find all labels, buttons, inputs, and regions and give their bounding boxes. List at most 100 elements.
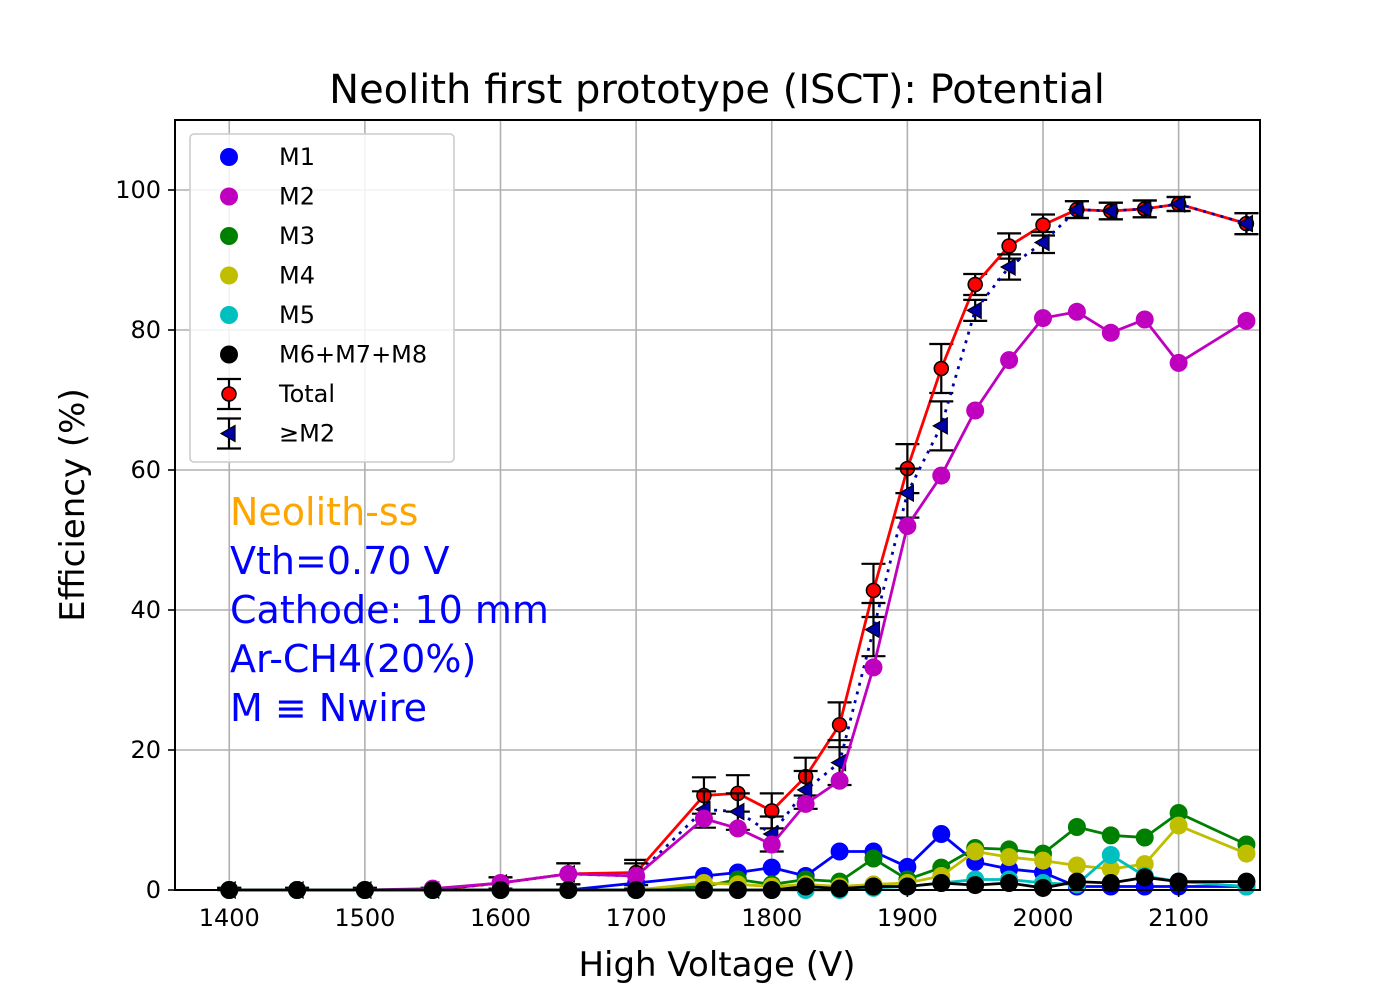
data-point [1169,872,1188,891]
legend-marker [220,266,238,285]
data-point [1067,818,1086,836]
data-point [1101,874,1120,892]
x-tick-label: 1600 [470,904,531,932]
data-point [1169,816,1188,835]
legend-item: M4 [220,262,315,290]
data-point [1169,804,1188,822]
data-point [762,835,781,854]
data-point [864,658,883,677]
legend: M1 M2 M3 M4 M5 M6+M7+M8 Total ≥M2 [189,133,455,463]
data-point [1101,860,1120,878]
data-point [1101,826,1120,845]
legend-label: M4 [279,262,315,290]
data-point [728,802,745,821]
data-point [694,809,713,828]
data-point [864,877,883,896]
data-point [898,857,917,876]
x-tick-label: 1400 [199,904,260,932]
data-point [830,771,849,790]
data-point [1034,878,1052,897]
chart-title: Neolith first prototype (ISCT): Potentia… [329,67,1105,113]
data-point [1169,353,1188,372]
legend-marker [220,345,238,364]
data-point [1067,856,1086,875]
annotation-threshold: Vth=0.70 V [230,539,450,583]
data-point [1237,844,1256,863]
legend-label: M2 [279,183,315,211]
legend-marker [220,306,238,324]
data-point [1237,311,1256,330]
data-point [1000,848,1019,867]
legend-marker [220,227,238,245]
data-point [1101,846,1120,864]
data-point [1035,217,1051,233]
y-tick-label: 20 [130,736,161,764]
series-m6-m7-m8 [220,868,1256,899]
annotation-multiplicity: M ≡ Nwire [230,686,427,730]
legend-marker [220,148,238,166]
legend-label: M1 [279,143,315,171]
data-point [831,717,848,733]
data-point [627,867,646,885]
data-point [559,864,578,883]
data-point [864,849,883,868]
data-point [1169,194,1186,214]
legend-label: ≥M2 [279,420,335,448]
data-point [966,876,985,895]
legend-item: Total [217,377,335,411]
y-tick-label: 100 [115,176,161,204]
annotation-block: Neolith-ss Vth=0.70 V Cathode: 10 mm Ar-… [230,490,549,730]
data-point [1067,200,1084,219]
data-point [898,517,917,535]
data-point [1101,323,1120,342]
y-tick-label: 40 [130,596,161,624]
data-point [1033,233,1050,252]
data-point [1237,214,1254,233]
legend-marker [220,187,238,206]
data-point [865,582,882,599]
plot-frame [174,119,1261,891]
data-point [966,401,985,420]
data-point [728,819,747,838]
x-tick-label: 2000 [1012,904,1073,932]
data-point [1001,238,1017,254]
data-point [1034,851,1052,870]
legend-label: M3 [279,222,315,250]
data-point [898,484,914,503]
legend-marker [221,386,237,402]
annotation-gas: Ar-CH4(20%) [230,637,476,681]
data-point [1101,201,1118,221]
data-point [932,825,951,843]
data-point [830,879,849,898]
legend-item: M3 [220,222,315,250]
legend-box [189,133,455,463]
data-point [762,858,781,877]
x-tick-label: 1800 [741,904,802,932]
y-tick-label: 0 [146,876,161,904]
data-point [1000,351,1019,370]
data-point [967,276,983,293]
data-point [966,842,985,861]
data-point [1000,874,1019,892]
data-point [932,416,948,435]
data-point [932,874,951,892]
data-point [965,301,982,320]
data-point [864,620,881,639]
data-point [1067,872,1086,891]
y-tick-label: 80 [130,316,161,344]
x-axis-ticks: 1400 1500 1600 1700 1800 1900 2000 2100 [199,890,1209,932]
legend-item: M5 [220,301,315,329]
x-tick-label: 1900 [877,904,938,932]
data-point [932,466,951,485]
data-point [796,794,815,813]
data-point [1034,309,1052,328]
data-point [1135,310,1154,329]
x-tick-label: 1500 [334,904,395,932]
legend-marker [219,424,236,443]
annotation-cathode: Cathode: 10 mm [230,588,549,632]
legend-item: M1 [220,143,315,171]
data-point [933,360,950,377]
legend-label: Total [278,380,335,408]
data-point [1135,868,1154,887]
x-tick-label: 1700 [606,904,667,932]
